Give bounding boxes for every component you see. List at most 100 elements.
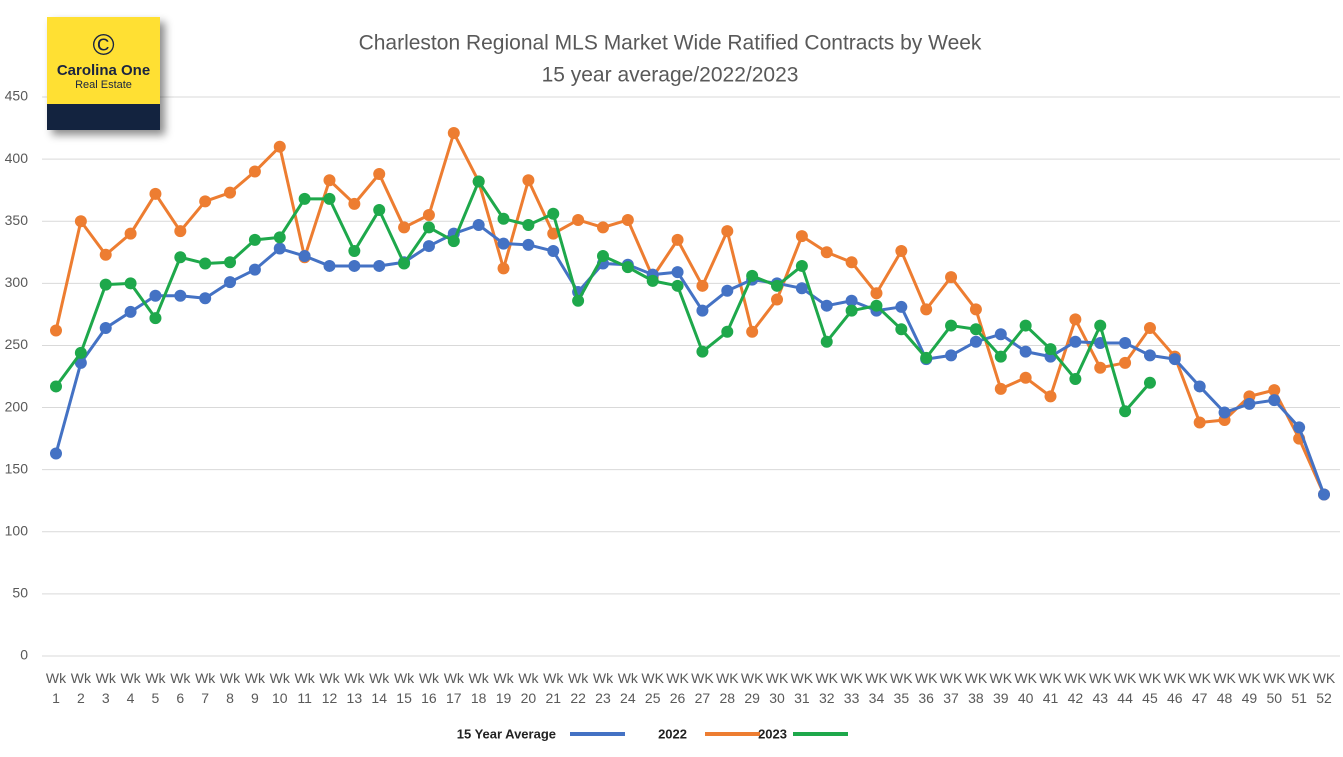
- x-tick-label: WK 30: [765, 670, 789, 706]
- data-point: [920, 303, 933, 316]
- data-point: [1094, 361, 1107, 374]
- x-tick-label: WK 32: [815, 670, 839, 706]
- data-point: [1143, 349, 1156, 362]
- x-tick-label: WK 25: [641, 670, 664, 706]
- data-point: [1243, 397, 1256, 410]
- data-point: [323, 174, 336, 187]
- data-point: [969, 335, 982, 348]
- data-point: [1318, 488, 1330, 501]
- data-point: [398, 221, 411, 234]
- data-point: [994, 350, 1007, 363]
- data-point: [447, 235, 460, 248]
- data-point: [50, 324, 62, 337]
- x-tick-label: WK 33: [840, 670, 863, 706]
- logo-subtitle: Real Estate: [75, 79, 132, 91]
- data-point: [1019, 371, 1032, 384]
- x-tick-label: WK 27: [691, 670, 714, 706]
- data-point: [572, 213, 585, 226]
- x-tick-label: WK 48: [1213, 670, 1236, 706]
- data-point: [74, 215, 87, 228]
- legend-label: 15 Year Average: [457, 726, 556, 741]
- data-point: [547, 245, 560, 258]
- x-tick-label: WK 41: [1039, 670, 1062, 706]
- data-point: [820, 335, 833, 348]
- data-point: [1268, 384, 1281, 397]
- logo: © Carolina One Real Estate: [47, 17, 160, 130]
- data-point: [1069, 335, 1082, 348]
- logo-name: Carolina One: [56, 62, 151, 79]
- data-point: [547, 207, 560, 220]
- x-tick-label: WK 51: [1287, 670, 1311, 706]
- data-point: [746, 269, 759, 282]
- data-point: [696, 279, 709, 292]
- data-point: [820, 299, 833, 312]
- data-point: [298, 250, 311, 263]
- data-point: [497, 212, 510, 225]
- x-tick-label: WK 50: [1262, 670, 1286, 706]
- data-point: [497, 262, 510, 275]
- data-point: [373, 204, 386, 217]
- data-point: [596, 221, 609, 234]
- data-point: [398, 257, 411, 270]
- x-tick-label: WK 26: [666, 670, 689, 706]
- data-point: [795, 230, 808, 243]
- data-point: [1069, 372, 1082, 385]
- x-tick-label: WK 42: [1064, 670, 1087, 706]
- x-tick-label: Wk 19: [493, 670, 514, 706]
- x-tick-label: Wk 1: [45, 670, 67, 706]
- data-point: [124, 305, 137, 318]
- data-point: [373, 168, 386, 181]
- x-tick-label: Wk 12: [319, 670, 340, 706]
- x-tick-label: WK 28: [716, 670, 739, 706]
- data-point: [174, 225, 187, 238]
- data-point: [696, 304, 709, 317]
- x-tick-label: Wk 14: [369, 670, 390, 706]
- data-point: [1119, 356, 1132, 369]
- data-point: [1193, 416, 1206, 429]
- data-point: [746, 325, 759, 338]
- data-point: [522, 238, 535, 251]
- data-point: [646, 274, 659, 287]
- data-point: [1293, 421, 1306, 434]
- data-point: [870, 299, 883, 312]
- data-point: [945, 349, 958, 362]
- data-point: [224, 256, 237, 269]
- data-point: [1044, 343, 1057, 356]
- x-tick-label: WK 49: [1238, 670, 1261, 706]
- x-tick-label: Wk 7: [195, 670, 216, 706]
- data-point: [547, 227, 560, 240]
- data-point: [870, 287, 883, 300]
- data-point: [771, 293, 784, 306]
- data-point: [969, 303, 982, 316]
- x-tick-label: Wk 2: [70, 670, 91, 706]
- data-point: [298, 192, 311, 205]
- data-point: [1044, 390, 1057, 403]
- data-point: [721, 225, 734, 238]
- data-point: [149, 187, 162, 200]
- data-point: [99, 278, 112, 291]
- x-tick-label: Wk 17: [443, 670, 464, 706]
- x-tick-label: WK 34: [865, 670, 888, 706]
- data-point: [348, 245, 361, 258]
- x-tick-label: WK 39: [989, 670, 1013, 706]
- data-point: [945, 319, 958, 332]
- x-tick-label: Wk 10: [269, 670, 290, 706]
- x-tick-label: WK 37: [939, 670, 963, 706]
- data-point: [1069, 313, 1082, 326]
- x-tick-label: WK 29: [740, 670, 764, 706]
- data-point: [472, 175, 485, 188]
- data-point: [50, 447, 62, 460]
- data-point: [845, 256, 858, 269]
- data-point: [795, 282, 808, 295]
- x-tick-label: WK 47: [1188, 670, 1211, 706]
- x-tick-label: Wk 13: [344, 670, 365, 706]
- data-point: [795, 259, 808, 272]
- data-point: [174, 289, 187, 302]
- data-point: [99, 322, 112, 335]
- data-point: [994, 382, 1007, 395]
- y-tick-label: 100: [5, 522, 29, 538]
- x-tick-label: Wk 3: [95, 670, 116, 706]
- x-tick-label: Wk 21: [543, 670, 564, 706]
- x-tick-label: WK 46: [1163, 670, 1187, 706]
